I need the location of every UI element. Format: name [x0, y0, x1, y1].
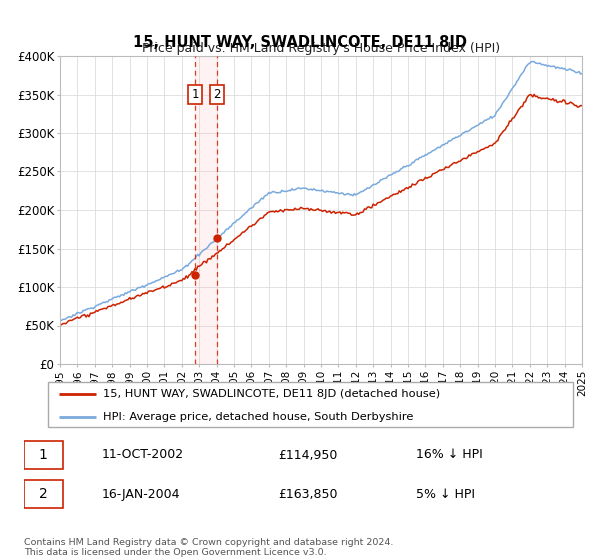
Bar	[196, 56, 217, 364]
Text: £114,950: £114,950	[278, 449, 337, 461]
Text: 15, HUNT WAY, SWADLINCOTE, DE11 8JD: 15, HUNT WAY, SWADLINCOTE, DE11 8JD	[133, 35, 467, 49]
Text: Contains HM Land Registry data © Crown copyright and database right 2024.
This d: Contains HM Land Registry data © Crown c…	[24, 538, 394, 557]
Text: 15, HUNT WAY, SWADLINCOTE, DE11 8JD (detached house): 15, HUNT WAY, SWADLINCOTE, DE11 8JD (det…	[103, 389, 440, 399]
Text: 16% ↓ HPI: 16% ↓ HPI	[416, 449, 482, 461]
Text: 1: 1	[191, 88, 199, 101]
Text: 1: 1	[39, 448, 48, 462]
Text: 5% ↓ HPI: 5% ↓ HPI	[416, 488, 475, 501]
Point	[212, 234, 222, 242]
FancyBboxPatch shape	[24, 441, 62, 469]
Text: 2: 2	[214, 88, 221, 101]
Title: Price paid vs. HM Land Registry's House Price Index (HPI): Price paid vs. HM Land Registry's House …	[142, 42, 500, 55]
Text: 2: 2	[39, 487, 47, 501]
Text: 16-JAN-2004: 16-JAN-2004	[101, 488, 180, 501]
FancyBboxPatch shape	[24, 480, 62, 508]
FancyBboxPatch shape	[48, 382, 574, 427]
Point	[191, 271, 200, 280]
Text: 11-OCT-2002: 11-OCT-2002	[101, 449, 184, 461]
Text: HPI: Average price, detached house, South Derbyshire: HPI: Average price, detached house, Sout…	[103, 412, 414, 422]
Text: £163,850: £163,850	[278, 488, 337, 501]
